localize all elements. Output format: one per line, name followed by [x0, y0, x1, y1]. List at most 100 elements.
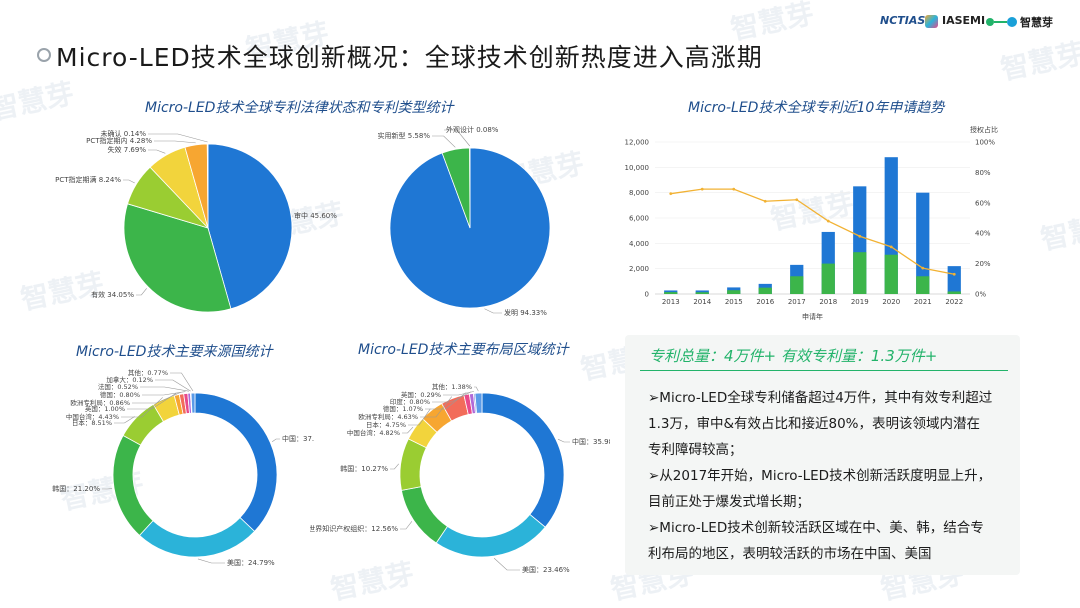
- y2-tick-label: 0%: [975, 291, 986, 299]
- leader-line: [197, 558, 225, 564]
- x-tick-label: 2019: [851, 298, 869, 306]
- bar: [884, 254, 898, 294]
- slice-label: 审中 45.60%: [294, 211, 337, 220]
- pie-slice: [399, 438, 427, 491]
- chart5-title: Micro-LED技术主要布局区域统计: [358, 342, 569, 358]
- leader-line: [400, 521, 413, 530]
- pie-slice: [138, 517, 256, 558]
- summary-panel: [625, 335, 1020, 575]
- leader-line: [132, 391, 182, 404]
- slice-label: 美国：24.79%: [227, 558, 275, 567]
- bar: [916, 276, 930, 294]
- y-tick-label: 12,000: [625, 139, 650, 147]
- x-tick-label: 2017: [788, 298, 806, 306]
- pie-slice: [481, 392, 565, 528]
- slice-label: 发明 94.33%: [504, 308, 547, 317]
- bar: [853, 252, 867, 294]
- leader-line: [127, 392, 177, 410]
- summary-bullet: ➢Micro-LED全球专利储备超过4万件，其中有效专利超过1.3万，审中&有效…: [648, 390, 993, 458]
- leader-line: [443, 391, 475, 396]
- line-point: [763, 199, 767, 203]
- slice-label: 美国：23.46%: [522, 565, 570, 574]
- slice-label: 日本：8.51%: [72, 418, 112, 427]
- y-tick-label: 8,000: [629, 189, 649, 197]
- chart1-title: Micro-LED技术全球专利法律状态和专利类型统计: [145, 100, 454, 116]
- slice-label: 德国：0.80%: [100, 390, 140, 399]
- y-tick-label: 6,000: [629, 215, 649, 223]
- slice-label: 欧洲专利局：4.63%: [358, 412, 418, 421]
- filing-trend-bar-chart: 0 2,000 4,000 6,000 8,000 10,000 12,000 0% 20% 40…: [625, 125, 999, 321]
- leader-line: [420, 396, 453, 418]
- line-point: [858, 234, 862, 238]
- y2-tick-label: 80%: [975, 169, 991, 177]
- y2-tick-label: 100%: [975, 139, 995, 147]
- pie-slice: [123, 203, 232, 313]
- leader-line: [474, 386, 479, 392]
- line-point: [732, 187, 736, 191]
- leader-line: [402, 426, 414, 434]
- x-tick-label: 2016: [756, 298, 774, 306]
- leader-line: [484, 308, 502, 314]
- watermark: 智慧芽: [997, 36, 1080, 87]
- y2-tick-label: 60%: [975, 199, 991, 207]
- leader-line: [432, 135, 456, 148]
- pie-slice: [474, 392, 483, 414]
- slice-label: 中国：35.98%: [572, 437, 610, 446]
- slice-label: 其他：0.77%: [128, 368, 168, 377]
- pie-slice: [206, 143, 209, 229]
- y2-tick-label: 20%: [975, 260, 991, 268]
- slice-label: 失效 7.69%: [108, 145, 147, 154]
- line-point: [669, 192, 673, 196]
- leader-line: [493, 557, 520, 571]
- summary-bullet: ➢Micro-LED技术创新较活跃区域在中、美、韩，结合专利布局的地区，表明较活…: [648, 520, 984, 562]
- y-tick-label: 10,000: [625, 164, 650, 172]
- line-point: [700, 187, 704, 191]
- y-tick-label: 4,000: [629, 240, 649, 248]
- slice-label: PCT指定期内 4.28%: [86, 136, 152, 145]
- leader-line: [557, 438, 570, 443]
- leader-line: [148, 149, 166, 154]
- grant-ratio-line: [670, 188, 955, 275]
- line-point: [952, 272, 956, 276]
- x-tick-label: 2021: [914, 298, 932, 306]
- slice-label: 中国台湾：4.43%: [66, 412, 119, 421]
- slice-label: PCT指定期满 8.24%: [55, 175, 121, 184]
- line-point: [826, 219, 830, 223]
- x-tick-label: 2022: [945, 298, 963, 306]
- summary-divider: [640, 370, 1008, 371]
- leader-line: [142, 391, 186, 396]
- slice-label: 法国：0.52%: [98, 382, 138, 391]
- x-tick-label: 2013: [662, 298, 680, 306]
- y2-axis-label: 授权占比: [970, 125, 998, 134]
- patent-type-pie-chart: 发明 94.33% 实用新型 5.58% 外观设计 0.08%: [378, 125, 551, 317]
- slice-label: 韩国：10.27%: [340, 464, 388, 473]
- slice-label: 欧洲专利局：0.86%: [70, 398, 130, 407]
- pie-slice: [194, 392, 278, 532]
- slice-label: 加拿大：0.12%: [106, 375, 153, 384]
- zhihuiya-logo-icon: [985, 14, 1019, 28]
- slice-label: 实用新型 5.58%: [378, 131, 431, 140]
- slice-label: 其他：1.38%: [432, 382, 472, 391]
- title-bullet-icon: [37, 48, 51, 62]
- x-tick-label: 2015: [725, 298, 743, 306]
- leader-line: [432, 391, 472, 403]
- pie-slice: [207, 143, 293, 310]
- summary-bullets: ➢Micro-LED全球专利储备超过4万件，其中有效专利超过1.3万，审中&有效…: [648, 385, 993, 567]
- slice-label: 英国：0.29%: [401, 390, 441, 399]
- leader-line: [390, 463, 399, 470]
- summary-headline: 专利总量：4万件+ 有效专利量：1.3万件+: [649, 347, 938, 365]
- chart4-title: Micro-LED技术主要来源国统计: [76, 344, 273, 360]
- slice-label: 德国：1.07%: [383, 404, 423, 413]
- slice-label: 外观设计 0.08%: [446, 125, 499, 134]
- slice-label: 日本：4.75%: [366, 420, 406, 429]
- x-tick-label: 2018: [819, 298, 837, 306]
- legal-status-pie-chart: 审中 45.60% 有效 34.05% PCT指定期满 8.24% 失效 7.69%P…: [55, 129, 337, 313]
- bar: [664, 292, 678, 294]
- slice-label: 中国台湾：4.82%: [347, 428, 400, 437]
- leader-line: [408, 408, 431, 426]
- bar: [695, 292, 709, 294]
- slice-label: 世界知识产权组织：12.56%: [310, 524, 398, 533]
- slice-label: 未确认 0.14%: [101, 129, 147, 138]
- bar: [947, 291, 961, 294]
- leader-line: [170, 372, 194, 392]
